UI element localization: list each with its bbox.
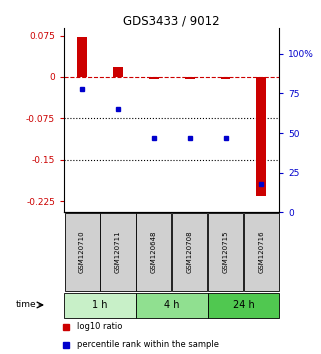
Bar (185, 77, 195, 79)
Text: percentile rank within the sample: percentile rank within the sample (77, 341, 219, 349)
Bar (256, 77, 266, 196)
Text: log10 ratio: log10 ratio (77, 322, 123, 331)
FancyBboxPatch shape (244, 213, 279, 291)
Text: GSM120648: GSM120648 (151, 230, 157, 273)
FancyBboxPatch shape (172, 213, 207, 291)
Text: GSM120715: GSM120715 (222, 230, 229, 273)
Bar (77, 36, 87, 77)
Title: GDS3433 / 9012: GDS3433 / 9012 (123, 14, 220, 27)
Text: GSM120711: GSM120711 (115, 230, 121, 273)
FancyBboxPatch shape (136, 293, 208, 318)
Text: time: time (16, 301, 36, 309)
Text: GSM120710: GSM120710 (79, 230, 85, 273)
Bar (221, 77, 230, 79)
Text: 4 h: 4 h (164, 300, 179, 310)
Text: GSM120708: GSM120708 (187, 230, 193, 273)
FancyBboxPatch shape (64, 293, 136, 318)
Text: 1 h: 1 h (92, 300, 108, 310)
Bar (149, 77, 159, 79)
FancyBboxPatch shape (65, 213, 100, 291)
FancyBboxPatch shape (136, 213, 171, 291)
Text: 24 h: 24 h (232, 300, 254, 310)
FancyBboxPatch shape (208, 293, 279, 318)
FancyBboxPatch shape (100, 213, 135, 291)
FancyBboxPatch shape (208, 213, 243, 291)
Bar (113, 67, 123, 77)
Text: GSM120716: GSM120716 (258, 230, 265, 273)
